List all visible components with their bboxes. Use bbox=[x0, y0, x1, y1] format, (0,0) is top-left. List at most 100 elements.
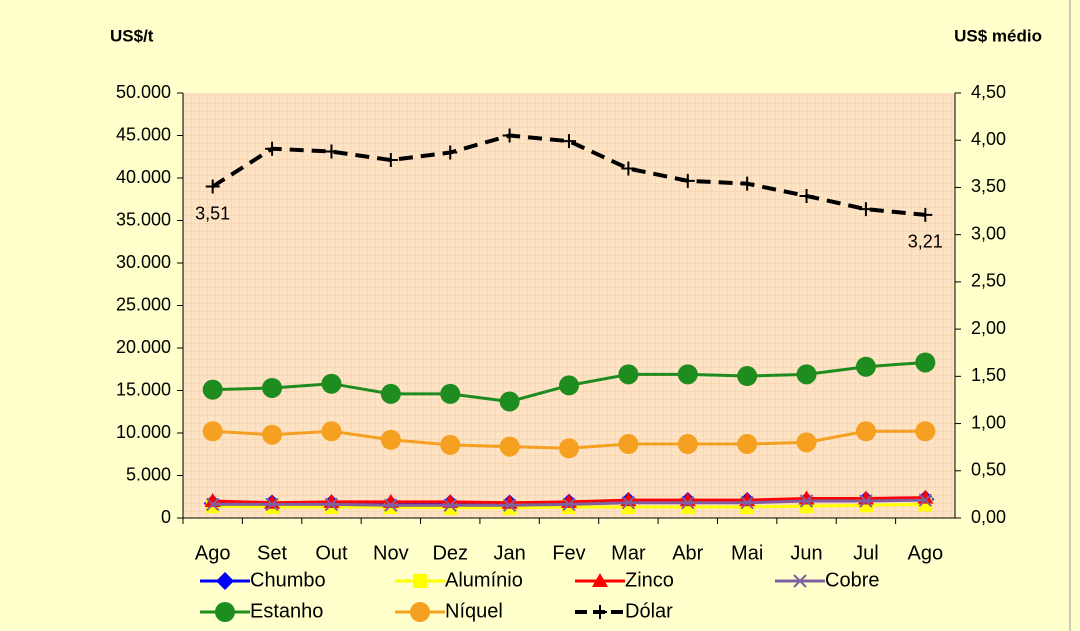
data-point bbox=[443, 498, 457, 512]
data-point bbox=[796, 364, 817, 385]
legend-marker bbox=[592, 573, 608, 587]
y-tick-label: 5.000 bbox=[126, 464, 171, 484]
data-point bbox=[915, 352, 936, 373]
data-point bbox=[262, 424, 283, 445]
data-point bbox=[677, 434, 698, 455]
data-point bbox=[799, 188, 814, 203]
data-point bbox=[265, 141, 280, 156]
y2-tick-label: 4,50 bbox=[971, 82, 1006, 102]
data-point bbox=[384, 498, 398, 512]
data-point bbox=[499, 436, 520, 457]
data-point bbox=[740, 495, 754, 510]
data-point bbox=[562, 134, 576, 149]
data-point bbox=[796, 432, 817, 453]
legend-marker bbox=[593, 605, 607, 619]
y-tick-label: 15.000 bbox=[116, 379, 171, 399]
legend-label: Alumínio bbox=[445, 569, 523, 591]
legend-label: Dólar bbox=[625, 600, 673, 622]
data-point bbox=[677, 364, 698, 385]
data-point bbox=[202, 421, 223, 442]
data-point bbox=[859, 494, 873, 508]
data-point bbox=[559, 438, 579, 459]
data-point bbox=[205, 179, 220, 194]
x-tick-label: Ago bbox=[195, 542, 231, 564]
y-tick-label: 35.000 bbox=[116, 209, 171, 229]
y2-tick-label: 2,00 bbox=[971, 318, 1006, 338]
x-tick-label: Mai bbox=[731, 542, 763, 564]
x-tick-label: Ago bbox=[908, 542, 944, 564]
x-tick-label: Jan bbox=[493, 542, 525, 564]
x-tick-label: Nov bbox=[373, 542, 409, 564]
data-point bbox=[737, 366, 758, 387]
data-point bbox=[918, 493, 933, 507]
y-tick-label: 0 bbox=[161, 507, 171, 527]
x-tick-label: Out bbox=[315, 542, 348, 564]
y-tick-label: 50.000 bbox=[116, 82, 171, 102]
data-point bbox=[440, 434, 461, 455]
data-point bbox=[499, 391, 520, 412]
data-point bbox=[380, 383, 401, 404]
data-point bbox=[559, 375, 579, 396]
x-tick-label: Jul bbox=[853, 542, 879, 564]
data-point bbox=[202, 379, 223, 400]
legend-label: Níquel bbox=[445, 600, 503, 622]
legend-marker bbox=[216, 572, 234, 590]
data-point bbox=[621, 161, 636, 176]
y-tick-label: 45.000 bbox=[116, 124, 171, 144]
legend-label: Zinco bbox=[625, 569, 674, 591]
y2-tick-label: 0,50 bbox=[971, 460, 1006, 480]
x-tick-label: Jun bbox=[790, 542, 822, 564]
y2-tick-label: 1,50 bbox=[971, 365, 1006, 385]
y2-tick-label: 1,00 bbox=[971, 412, 1006, 432]
data-point bbox=[205, 497, 220, 512]
data-point bbox=[681, 495, 695, 510]
legend-label: Chumbo bbox=[250, 569, 326, 591]
legend-label: Cobre bbox=[825, 569, 879, 591]
x-tick-label: Mar bbox=[611, 542, 646, 564]
data-point bbox=[321, 421, 342, 442]
y-tick-label: 30.000 bbox=[116, 252, 171, 272]
data-point bbox=[383, 153, 398, 168]
y2-tick-label: 4,00 bbox=[971, 129, 1006, 149]
x-tick-label: Abr bbox=[672, 542, 703, 564]
legend-marker bbox=[413, 574, 427, 588]
data-point bbox=[562, 497, 576, 512]
y2-axis-label: US$ médio bbox=[954, 26, 1042, 45]
legend-label: Estanho bbox=[250, 600, 323, 622]
data-point bbox=[262, 377, 283, 398]
data-point bbox=[737, 434, 758, 455]
data-point bbox=[324, 497, 339, 512]
data-point bbox=[321, 373, 342, 394]
data-point bbox=[265, 497, 279, 512]
data-point bbox=[621, 495, 636, 510]
y2-tick-label: 2,50 bbox=[971, 271, 1006, 291]
data-point bbox=[799, 494, 814, 508]
x-tick-label: Set bbox=[257, 542, 287, 564]
data-point bbox=[502, 128, 517, 143]
data-point bbox=[618, 364, 639, 385]
legend-marker bbox=[410, 602, 430, 622]
x-tick-label: Fev bbox=[552, 542, 585, 564]
data-point bbox=[858, 202, 873, 217]
data-point bbox=[324, 144, 339, 159]
data-point bbox=[443, 145, 458, 160]
data-point bbox=[618, 434, 639, 455]
y-axis-label: US$/t bbox=[110, 26, 154, 45]
y2-tick-label: 0,00 bbox=[971, 507, 1006, 527]
data-point bbox=[440, 383, 461, 404]
data-point bbox=[855, 421, 876, 442]
y-tick-label: 20.000 bbox=[116, 337, 171, 357]
y2-tick-label: 3,50 bbox=[971, 176, 1006, 196]
data-point bbox=[915, 421, 936, 442]
data-point bbox=[380, 429, 401, 450]
data-point bbox=[918, 207, 933, 222]
data-label: 3,21 bbox=[908, 232, 943, 252]
data-label: 3,51 bbox=[195, 203, 230, 223]
legend-marker bbox=[793, 574, 807, 588]
y-tick-label: 25.000 bbox=[116, 294, 171, 314]
y-tick-label: 40.000 bbox=[116, 167, 171, 187]
y2-tick-label: 3,00 bbox=[971, 223, 1006, 243]
data-point bbox=[855, 356, 876, 377]
data-point bbox=[680, 173, 695, 188]
